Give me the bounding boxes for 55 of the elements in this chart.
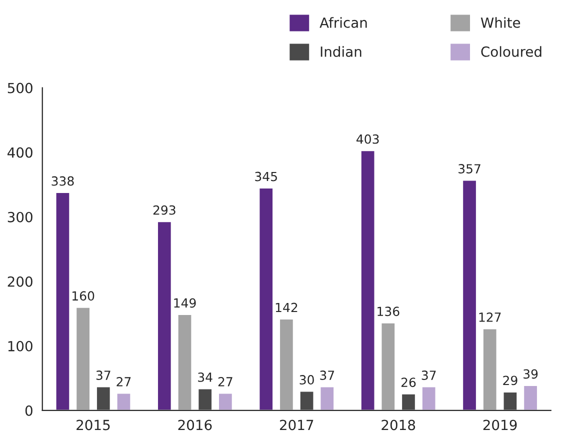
data-label: 293 — [153, 205, 176, 215]
y-tick-label: 500 — [8, 82, 32, 94]
bar — [360, 150, 376, 410]
bar — [400, 392, 416, 410]
data-label: 142 — [276, 302, 298, 312]
data-label: 30 — [300, 375, 314, 385]
data-label: 26 — [401, 378, 416, 388]
data-label: 39 — [524, 369, 538, 379]
bar — [197, 388, 213, 410]
bar — [298, 390, 315, 410]
bar — [75, 306, 91, 410]
bar — [482, 328, 498, 410]
x-tick-label: 2016 — [178, 420, 212, 430]
bar — [54, 192, 71, 410]
data-label: 37 — [422, 370, 436, 380]
bar — [380, 322, 396, 410]
y-tick-label: 0 — [25, 405, 32, 416]
data-label: 338 — [52, 176, 74, 186]
bar — [502, 391, 518, 410]
data-label: 29 — [503, 376, 518, 386]
bar — [278, 318, 294, 410]
data-label: 403 — [356, 134, 379, 144]
bar — [96, 386, 112, 410]
y-tick-label: 100 — [8, 340, 32, 352]
bar — [218, 392, 234, 410]
y-tick-label: 200 — [8, 276, 32, 287]
data-label: 160 — [72, 291, 94, 301]
legend-label: African — [320, 17, 367, 28]
legend-label: Indian — [320, 46, 362, 57]
y-tick-label: 400 — [8, 147, 32, 158]
bar — [116, 392, 132, 410]
data-label: 345 — [255, 172, 277, 182]
bar — [522, 384, 538, 410]
x-tick-label: 2015 — [76, 420, 110, 430]
bar — [319, 386, 335, 410]
data-label: 37 — [96, 370, 110, 380]
bar — [176, 314, 193, 410]
data-label: 127 — [479, 312, 501, 322]
data-label: 27 — [218, 376, 232, 386]
x-tick-label: 2018 — [382, 420, 416, 430]
bar — [462, 179, 478, 410]
data-label: 357 — [458, 164, 480, 174]
x-tick-label: 2019 — [483, 420, 517, 430]
bar — [258, 187, 274, 410]
legend-label: White — [480, 17, 520, 28]
legend-label: Coloured — [481, 46, 542, 57]
bar — [156, 220, 172, 410]
data-label: 37 — [320, 370, 334, 380]
bar — [421, 386, 437, 410]
data-label: 136 — [378, 306, 400, 316]
x-tick-label: 2017 — [280, 420, 314, 430]
data-label: 34 — [198, 372, 212, 382]
data-label: 149 — [174, 298, 196, 308]
y-tick-label: 300 — [8, 212, 32, 222]
data-label: 27 — [116, 376, 131, 386]
